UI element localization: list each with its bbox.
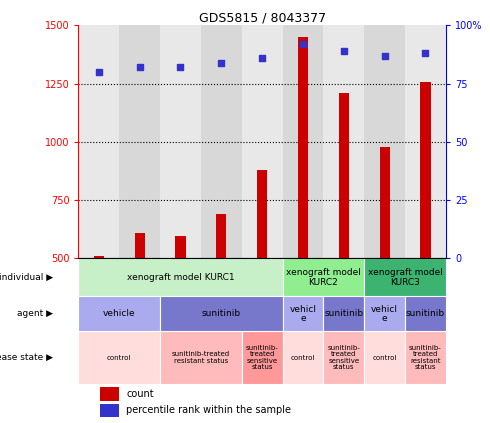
- Point: [218, 59, 225, 66]
- Bar: [160, 25, 201, 258]
- Text: sunitinib: sunitinib: [406, 309, 445, 319]
- Point: [340, 48, 348, 55]
- Bar: [242, 25, 283, 258]
- Text: sunitinib-treated
resistant status: sunitinib-treated resistant status: [172, 352, 230, 364]
- Bar: [160, 331, 242, 384]
- Bar: [283, 331, 323, 384]
- Bar: [216, 214, 226, 258]
- Bar: [283, 258, 364, 297]
- Text: xenograft model
KURC2: xenograft model KURC2: [286, 268, 361, 287]
- Bar: [257, 170, 267, 258]
- Bar: [405, 25, 446, 258]
- Bar: [78, 297, 160, 331]
- Point: [299, 41, 307, 47]
- Bar: [78, 331, 160, 384]
- Bar: [242, 331, 283, 384]
- Bar: [339, 93, 349, 258]
- Bar: [283, 297, 323, 331]
- Text: control: control: [291, 354, 315, 360]
- Text: vehicl
e: vehicl e: [290, 305, 317, 323]
- Bar: [78, 258, 283, 297]
- Bar: [323, 331, 364, 384]
- Point: [421, 50, 429, 57]
- Bar: [380, 147, 390, 258]
- Bar: [405, 331, 446, 384]
- Bar: [283, 25, 323, 258]
- Bar: [78, 25, 119, 258]
- Point: [381, 52, 389, 59]
- Bar: [160, 297, 283, 331]
- Text: sunitinib: sunitinib: [202, 309, 241, 319]
- Bar: [323, 25, 364, 258]
- Text: vehicl
e: vehicl e: [371, 305, 398, 323]
- Text: sunitinib: sunitinib: [324, 309, 364, 319]
- Title: GDS5815 / 8043377: GDS5815 / 8043377: [198, 11, 326, 24]
- Text: xenograft model
KURC3: xenograft model KURC3: [368, 268, 442, 287]
- Bar: [100, 404, 119, 417]
- Text: percentile rank within the sample: percentile rank within the sample: [126, 405, 291, 415]
- Bar: [364, 331, 405, 384]
- Text: vehicle: vehicle: [103, 309, 136, 319]
- Bar: [364, 25, 405, 258]
- Bar: [100, 387, 119, 401]
- Bar: [323, 297, 364, 331]
- Bar: [405, 297, 446, 331]
- Text: sunitinib-
treated
sensitive
status: sunitinib- treated sensitive status: [246, 345, 278, 370]
- Text: sunitinib-
treated
sensitive
status: sunitinib- treated sensitive status: [327, 345, 360, 370]
- Text: disease state ▶: disease state ▶: [0, 353, 52, 362]
- Text: count: count: [126, 389, 154, 399]
- Point: [136, 64, 144, 71]
- Bar: [298, 37, 308, 258]
- Bar: [135, 233, 145, 258]
- Bar: [364, 258, 446, 297]
- Bar: [201, 25, 242, 258]
- Bar: [119, 25, 160, 258]
- Text: agent ▶: agent ▶: [17, 309, 52, 319]
- Text: xenograft model KURC1: xenograft model KURC1: [127, 273, 234, 282]
- Text: individual ▶: individual ▶: [0, 273, 52, 282]
- Bar: [364, 297, 405, 331]
- Bar: [94, 256, 104, 258]
- Text: control: control: [107, 354, 131, 360]
- Point: [95, 69, 103, 75]
- Point: [258, 55, 266, 61]
- Text: control: control: [372, 354, 397, 360]
- Bar: [420, 82, 431, 258]
- Bar: [175, 236, 186, 258]
- Text: sunitinib-
treated
resistant
status: sunitinib- treated resistant status: [409, 345, 442, 370]
- Point: [176, 64, 184, 71]
